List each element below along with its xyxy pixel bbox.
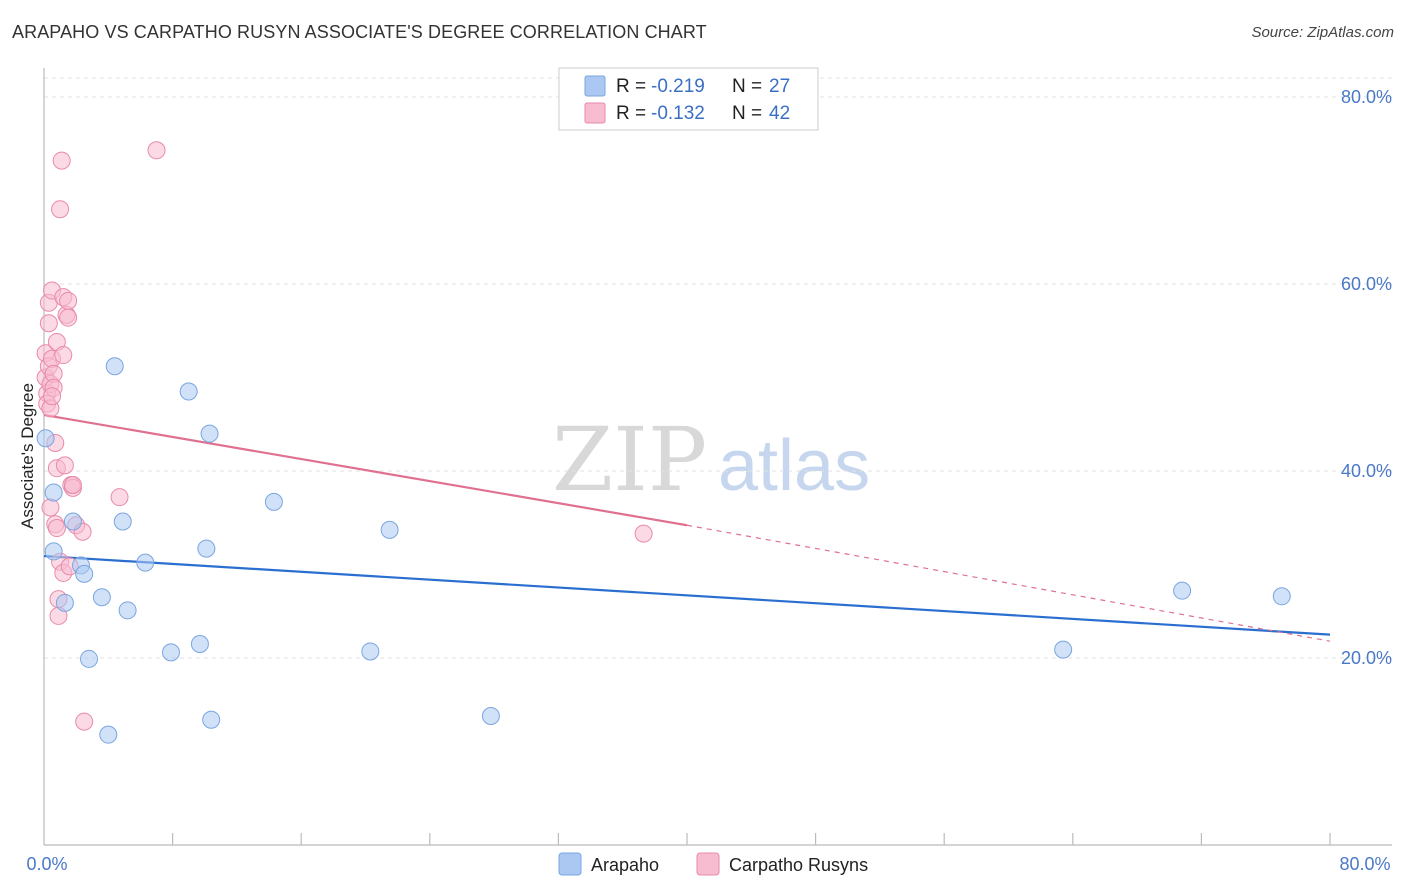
legend-r-value-1: -0.219 [651, 76, 705, 97]
legend-r-label-1: R = [616, 76, 646, 97]
point-arapaho-21 [361, 642, 380, 661]
point-arapaho-0 [36, 429, 55, 448]
bottom-legend-swatch-arapaho [558, 852, 582, 876]
legend-swatch-arapaho [584, 75, 606, 97]
point-rusyn-39 [147, 141, 166, 160]
chart-title: ARAPAHO VS CARPATHO RUSYN ASSOCIATE'S DE… [12, 22, 707, 42]
trend-line-arapaho [43, 554, 1331, 636]
point-rusyn-23 [52, 151, 71, 170]
y-tick-label-20: 20.0% [1341, 648, 1392, 668]
x-tick-label-min: 0.0% [26, 854, 67, 874]
bottom-legend: Arapaho Carpatho Rusyns [558, 852, 868, 876]
point-rusyn-21 [51, 200, 70, 219]
point-arapaho-11 [113, 512, 132, 531]
watermark-zip: ZIP [552, 408, 707, 511]
y-tick-label-80: 80.0% [1341, 87, 1392, 107]
point-arapaho-10 [105, 357, 124, 376]
point-arapaho-17 [197, 539, 216, 558]
legend-r-label-2: R = [616, 103, 646, 124]
y-tick-label-40: 40.0% [1341, 461, 1392, 481]
point-arapaho-15 [179, 382, 198, 401]
point-arapaho-7 [80, 649, 99, 668]
carpatho-rusyns-points [36, 141, 653, 731]
legend-n-value-2: 42 [769, 103, 790, 124]
source-credit: Source: ZipAtlas.com [1251, 24, 1394, 41]
point-rusyn-40 [634, 524, 653, 543]
point-rusyn-38 [110, 488, 129, 507]
bottom-legend-rusyn: Carpatho Rusyns [729, 855, 868, 875]
point-rusyn-25 [54, 346, 73, 365]
point-arapaho-16 [190, 634, 209, 653]
trend-lines [43, 413, 1331, 642]
point-arapaho-8 [92, 588, 111, 607]
point-arapaho-20 [264, 492, 283, 511]
point-rusyn-37 [75, 712, 94, 731]
point-arapaho-26 [1272, 587, 1291, 606]
point-arapaho-2 [44, 542, 63, 561]
legend-swatch-rusyn [584, 102, 606, 124]
point-arapaho-4 [63, 512, 82, 531]
y-tick-label-60: 60.0% [1341, 274, 1392, 294]
watermark-atlas: atlas [718, 426, 870, 506]
trend-line-rusyn-extension [686, 524, 1331, 642]
x-tick-label-max: 80.0% [1339, 854, 1390, 874]
legend-n-label-1: N = [732, 76, 762, 97]
arapaho-points [36, 357, 1291, 744]
point-arapaho-18 [200, 424, 219, 443]
point-arapaho-12 [118, 601, 137, 620]
y-axis-tick-labels: 20.0% 40.0% 60.0% 80.0% [1341, 87, 1392, 668]
y-axis-label: Associate's Degree [18, 383, 37, 529]
point-arapaho-6 [75, 564, 94, 583]
point-arapaho-1 [44, 483, 63, 502]
legend-r-value-2: -0.132 [651, 103, 705, 124]
legend: R = -0.219 N = 27 R = -0.132 N = 42 [558, 67, 819, 131]
point-arapaho-24 [1054, 640, 1073, 659]
point-rusyn-30 [59, 308, 78, 327]
point-rusyn-18 [47, 519, 66, 538]
point-arapaho-3 [55, 593, 74, 612]
point-arapaho-14 [161, 643, 180, 662]
legend-n-label-2: N = [732, 103, 762, 124]
point-arapaho-13 [136, 553, 155, 572]
point-arapaho-9 [99, 725, 118, 744]
point-arapaho-23 [481, 706, 500, 725]
point-arapaho-25 [1173, 581, 1192, 600]
point-rusyn-41 [43, 387, 62, 406]
trend-line-rusyn [43, 413, 688, 527]
point-rusyn-34 [63, 476, 82, 495]
x-axis-ticks [172, 833, 1331, 845]
point-rusyn-29 [59, 291, 78, 310]
bottom-legend-swatch-rusyn [696, 852, 720, 876]
legend-n-value-1: 27 [769, 76, 790, 97]
point-rusyn-5 [39, 314, 58, 333]
point-rusyn-27 [55, 456, 74, 475]
watermark: ZIP atlas [552, 408, 870, 511]
gridlines [44, 77, 1392, 659]
point-rusyn-9 [41, 498, 60, 517]
point-arapaho-19 [202, 710, 221, 729]
bottom-legend-arapaho: Arapaho [591, 855, 659, 875]
point-arapaho-22 [380, 520, 399, 539]
